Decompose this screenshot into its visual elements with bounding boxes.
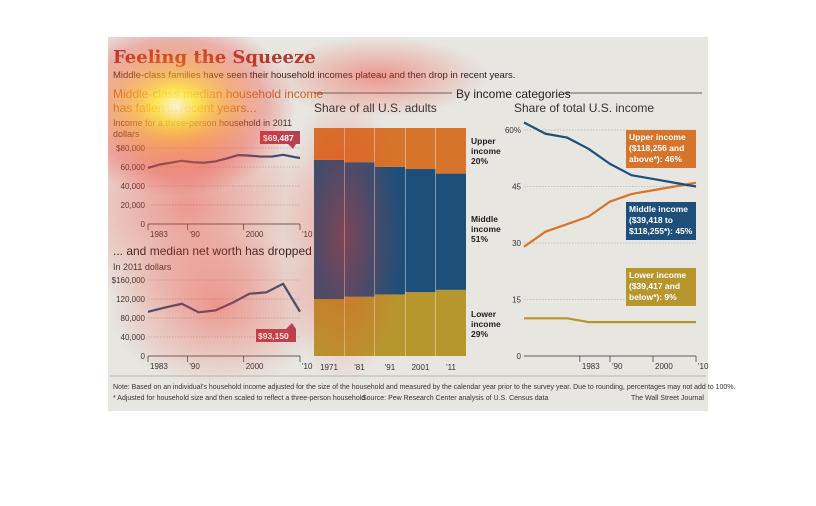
bar-segment-lower-income — [436, 289, 466, 356]
bar-segment-upper-income — [375, 128, 405, 167]
bar-segment-upper-income — [436, 128, 466, 174]
bar-legend-label: income — [471, 146, 501, 156]
line-callout-text: $118,255*): 45% — [629, 226, 693, 236]
x-tick-label: '90 — [189, 230, 200, 239]
line-callout-box — [626, 268, 696, 306]
bar-category-label: '11 — [446, 363, 456, 372]
networth-callout-text: $93,150 — [258, 331, 289, 341]
series-line-middle-income — [523, 121, 697, 188]
bar-category-label: '91 — [385, 363, 396, 372]
bar-segment-middle-income — [436, 173, 466, 290]
bar-segment-middle-income — [344, 162, 375, 297]
x-tick-label: 2000 — [246, 230, 264, 239]
line-callout-text: Middle income — [629, 204, 688, 214]
net-worth-chart: $160,000 120,000 80,000 40,000 0 1983 '90 2000 '… — [112, 276, 313, 371]
y-tick-label: 120,000 — [116, 295, 145, 304]
y-tick-label: 40,000 — [121, 182, 146, 191]
bar-segment-lower-income — [314, 299, 344, 356]
bar-segment-lower-income — [405, 292, 436, 356]
line-callout-text: ($118,256 and — [629, 143, 684, 153]
y-tick-label: 60,000 — [121, 163, 146, 172]
bar-category-label: '81 — [354, 363, 365, 372]
line-callout-text: ($39,417 and — [629, 281, 680, 291]
bar-segment-lower-income — [344, 296, 375, 356]
y-tick-label: 0 — [141, 220, 146, 229]
y-tick-label: $160,000 — [112, 276, 146, 285]
bar-legend-label: 51% — [471, 234, 488, 244]
line-callout-text: above*): 46% — [629, 154, 682, 164]
footer-credit: The Wall Street Journal — [631, 395, 704, 402]
bar-segment-middle-income — [375, 166, 405, 295]
bar-segment-middle-income — [314, 159, 344, 299]
line-callout-text: ($39,418 to — [629, 215, 673, 225]
y-tick-label: 20,000 — [121, 201, 146, 210]
household-income-chart: $80,000 60,000 40,000 20,000 0 1983 '90 2000 '10… — [116, 131, 313, 239]
line-callout-box — [626, 130, 696, 168]
x-tick-label: '90 — [612, 362, 623, 371]
series-line-main — [147, 153, 301, 170]
x-tick-label: 2000 — [655, 362, 673, 371]
bar-legend-label: Lower — [471, 309, 497, 319]
bar-segment-middle-income — [405, 169, 436, 293]
income-share-line-chart: 60% 45 30 15 0 1983 '90 2000 '10 Upper income($11… — [505, 121, 709, 371]
bar-segment-lower-income — [375, 294, 405, 356]
bar-category-label: 1971 — [320, 363, 338, 372]
bar-legend-label: Middle — [471, 214, 498, 224]
bar-legend-label: 29% — [471, 329, 488, 339]
x-tick-label: '10 — [698, 362, 709, 371]
income-share-subhead: Share of total U.S. income — [514, 101, 655, 115]
y-tick-label: 0 — [141, 352, 146, 361]
y-tick-label: 30 — [512, 239, 521, 248]
y-tick-label: 80,000 — [121, 314, 146, 323]
line-callout-text: Upper income — [629, 132, 686, 142]
income-callout-text: $69,487 — [263, 133, 294, 143]
bar-category-label: 2001 — [412, 363, 430, 372]
networth-callout-pointer — [286, 323, 296, 329]
y-tick-label: 40,000 — [121, 333, 146, 342]
line-callout-box — [626, 202, 696, 240]
x-tick-label: '10 — [302, 362, 313, 371]
bar-legend-label: income — [471, 319, 501, 329]
y-tick-label: $80,000 — [116, 144, 145, 153]
bar-segment-upper-income — [405, 128, 436, 170]
x-tick-label: 2000 — [246, 362, 264, 371]
x-tick-label: 1983 — [582, 362, 600, 371]
series-line-upper-income — [523, 181, 697, 248]
x-tick-label: '10 — [302, 230, 313, 239]
series-line-lower-income — [524, 317, 696, 324]
series-line-main — [147, 282, 301, 314]
x-tick-label: '90 — [189, 362, 200, 371]
y-tick-label: 60% — [505, 126, 521, 135]
footer-footnote: * Adjusted for household size and then s… — [113, 395, 366, 402]
adults-share-bar-chart: 1971'81'91 2001'11Upperincome20%Middleinc… — [314, 128, 501, 372]
footer-note: Note: Based on an individual's household… — [113, 384, 736, 391]
y-tick-label: 15 — [512, 296, 521, 305]
bar-segment-upper-income — [314, 128, 344, 160]
bar-segment-upper-income — [344, 128, 375, 163]
footer-source: Source: Pew Research Center analysis of … — [362, 395, 549, 402]
y-tick-label: 45 — [512, 183, 521, 192]
bar-legend-label: Upper — [471, 136, 496, 146]
x-tick-label: 1983 — [150, 362, 168, 371]
line-callout-text: Lower income — [629, 270, 686, 280]
x-tick-label: 1983 — [150, 230, 168, 239]
bar-legend-label: income — [471, 224, 501, 234]
line-callout-text: below*): 9% — [629, 292, 677, 302]
bar-legend-label: 20% — [471, 156, 488, 166]
y-tick-label: 0 — [517, 352, 522, 361]
